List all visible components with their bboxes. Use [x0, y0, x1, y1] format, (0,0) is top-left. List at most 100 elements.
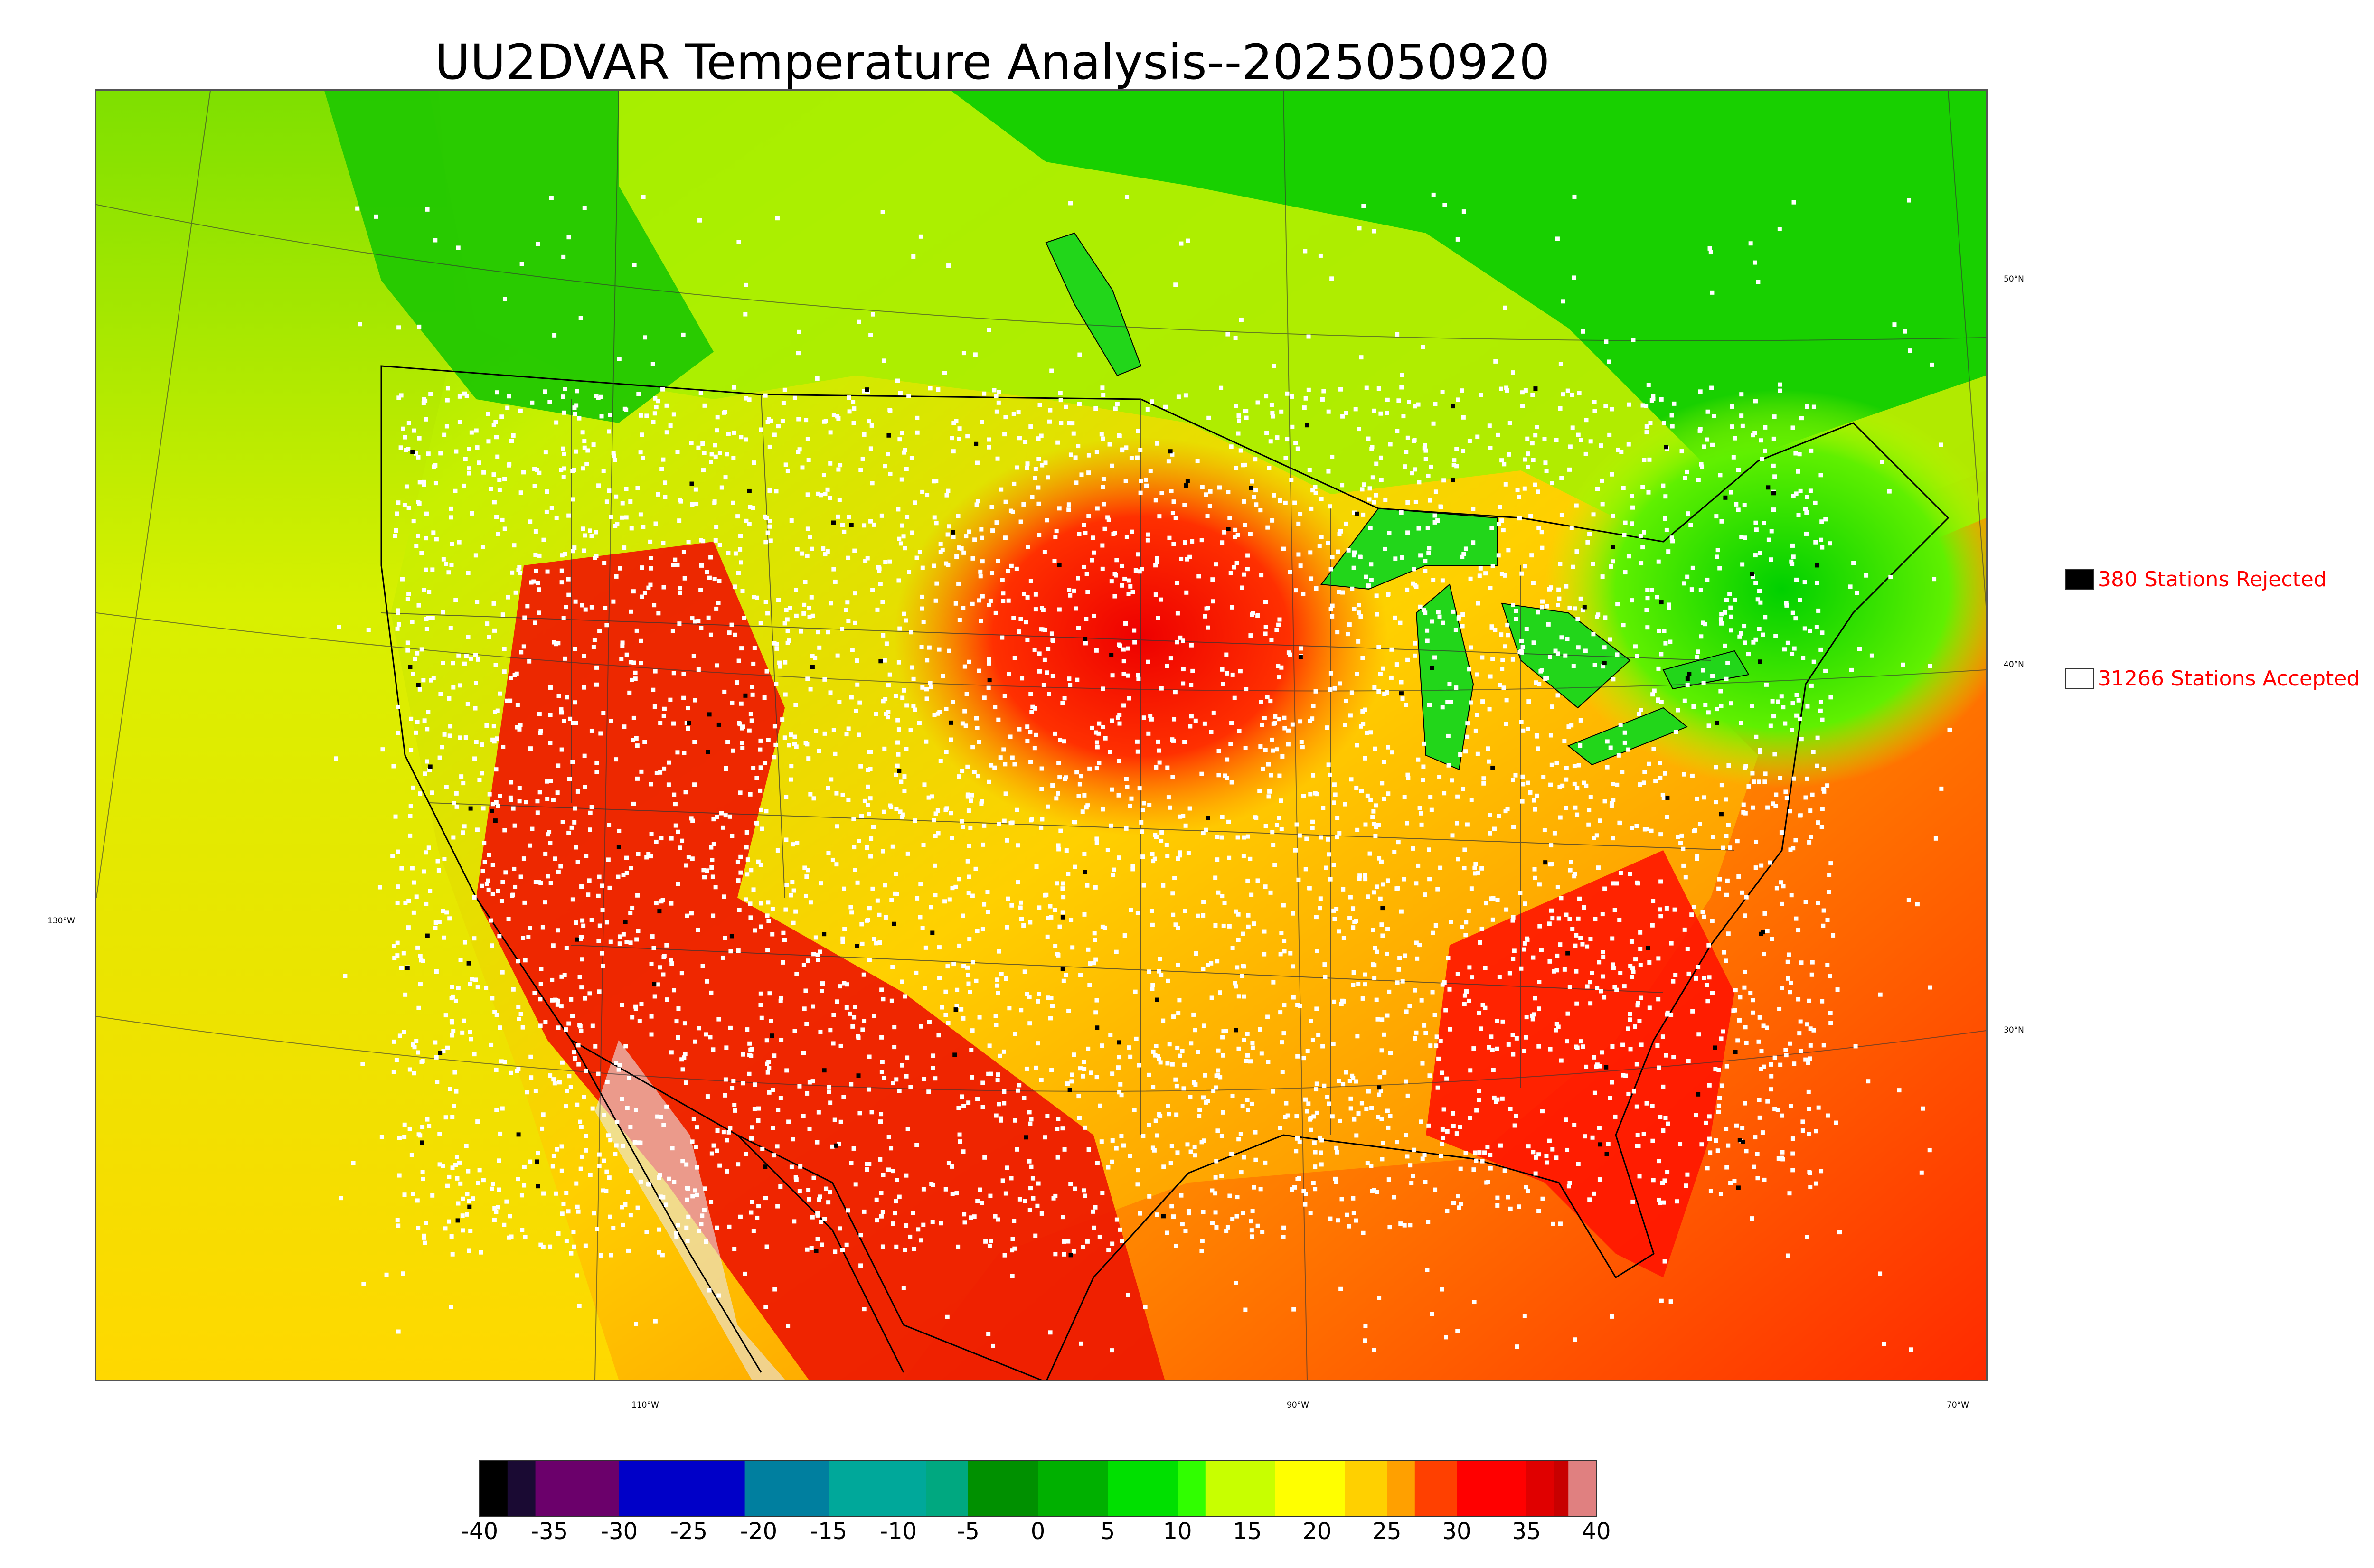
- station-accepted-marker: [1148, 714, 1153, 718]
- station-accepted-marker: [670, 1146, 675, 1151]
- station-accepted-marker: [1540, 599, 1545, 604]
- station-accepted-marker: [765, 419, 770, 424]
- station-accepted-marker: [1036, 1181, 1041, 1186]
- station-accepted-marker: [1650, 1104, 1655, 1108]
- station-accepted-marker: [1506, 548, 1511, 553]
- station-accepted-marker: [1822, 789, 1827, 794]
- station-accepted-marker: [552, 333, 557, 338]
- station-accepted-marker: [1032, 746, 1037, 751]
- station-accepted-marker: [775, 1144, 780, 1149]
- station-accepted-marker: [931, 1053, 936, 1058]
- station-accepted-marker: [1309, 1019, 1313, 1023]
- station-accepted-marker: [1630, 521, 1634, 526]
- station-accepted-marker: [835, 824, 839, 829]
- station-accepted-marker: [1331, 800, 1336, 805]
- station-accepted-marker: [1344, 411, 1348, 415]
- colorbar-tick-label: -5: [957, 1518, 980, 1545]
- station-accepted-marker: [1568, 444, 1573, 449]
- station-accepted-marker: [401, 1271, 405, 1276]
- station-accepted-marker: [1216, 773, 1221, 778]
- station-rejected-marker: [1685, 676, 1690, 681]
- station-accepted-marker: [1493, 359, 1498, 364]
- station-accepted-marker: [858, 764, 863, 769]
- station-accepted-marker: [1173, 282, 1178, 287]
- station-accepted-marker: [392, 1039, 396, 1044]
- station-accepted-marker: [1188, 1149, 1193, 1154]
- station-accepted-marker: [1082, 564, 1086, 569]
- station-accepted-marker: [950, 836, 954, 840]
- colorbar-tick-label: 30: [1442, 1518, 1471, 1545]
- station-accepted-marker: [1650, 923, 1655, 928]
- station-accepted-marker: [449, 506, 453, 511]
- station-accepted-marker: [1399, 909, 1404, 914]
- station-accepted-marker: [1421, 345, 1425, 349]
- station-accepted-marker: [884, 712, 888, 716]
- station-accepted-marker: [1565, 388, 1570, 393]
- station-accepted-marker: [744, 897, 748, 902]
- station-accepted-marker: [495, 454, 500, 459]
- station-accepted-marker: [831, 413, 836, 417]
- station-accepted-marker: [1318, 906, 1322, 911]
- station-accepted-marker: [588, 810, 593, 815]
- station-accepted-marker: [922, 986, 927, 990]
- station-accepted-marker: [615, 522, 620, 527]
- station-accepted-marker: [1811, 750, 1816, 754]
- station-accepted-marker: [1351, 906, 1356, 911]
- station-accepted-marker: [902, 688, 906, 693]
- station-accepted-marker: [517, 565, 522, 570]
- station-accepted-marker: [1762, 1177, 1767, 1182]
- station-accepted-marker: [1694, 976, 1698, 981]
- station-accepted-marker: [795, 547, 800, 552]
- station-accepted-marker: [732, 1103, 737, 1108]
- station-accepted-marker: [1761, 1023, 1766, 1028]
- station-accepted-marker: [933, 811, 938, 816]
- station-accepted-marker: [946, 263, 951, 268]
- station-accepted-marker: [772, 755, 777, 760]
- station-accepted-marker: [1440, 1287, 1444, 1292]
- station-accepted-marker: [594, 554, 599, 558]
- station-accepted-marker: [1475, 672, 1479, 677]
- station-accepted-marker: [721, 955, 725, 960]
- station-accepted-marker: [1221, 1029, 1226, 1034]
- station-accepted-marker: [1386, 592, 1391, 596]
- station-accepted-marker: [880, 1210, 885, 1214]
- station-accepted-marker: [1380, 1157, 1385, 1162]
- station-accepted-marker: [1146, 532, 1150, 537]
- station-accepted-marker: [1295, 1003, 1300, 1007]
- station-accepted-marker: [1698, 389, 1703, 394]
- station-accepted-marker: [850, 1024, 855, 1029]
- station-accepted-marker: [660, 898, 665, 902]
- station-accepted-marker: [1650, 692, 1655, 697]
- lake-erie: [1567, 707, 1688, 766]
- station-accepted-marker: [334, 756, 339, 761]
- station-accepted-marker: [1127, 1045, 1131, 1050]
- station-accepted-marker: [457, 683, 462, 688]
- station-accepted-marker: [872, 1014, 876, 1018]
- station-accepted-marker: [534, 568, 538, 573]
- station-accepted-marker: [813, 656, 818, 660]
- station-accepted-marker: [1272, 364, 1276, 368]
- station-accepted-marker: [401, 426, 405, 431]
- station-accepted-marker: [709, 1151, 714, 1156]
- station-accepted-marker: [1610, 1314, 1614, 1319]
- station-accepted-marker: [1642, 458, 1647, 462]
- station-accepted-marker: [374, 214, 378, 219]
- station-accepted-marker: [1149, 909, 1154, 913]
- station-accepted-marker: [1117, 1055, 1121, 1060]
- station-accepted-marker: [1195, 459, 1200, 463]
- station-accepted-marker: [1602, 799, 1607, 804]
- station-accepted-marker: [460, 1030, 465, 1035]
- station-accepted-marker: [1909, 1347, 1913, 1352]
- station-accepted-marker: [1491, 1068, 1496, 1072]
- station-accepted-marker: [1288, 570, 1292, 574]
- station-accepted-marker: [451, 835, 456, 840]
- station-accepted-marker: [1725, 660, 1730, 665]
- station-accepted-marker: [447, 733, 452, 738]
- station-accepted-marker: [1096, 731, 1101, 736]
- station-accepted-marker: [1602, 886, 1607, 891]
- station-accepted-marker: [590, 1106, 595, 1111]
- station-accepted-marker: [1686, 971, 1691, 976]
- station-accepted-marker: [1432, 513, 1437, 518]
- station-accepted-marker: [1657, 1197, 1661, 1202]
- station-accepted-marker: [713, 454, 718, 459]
